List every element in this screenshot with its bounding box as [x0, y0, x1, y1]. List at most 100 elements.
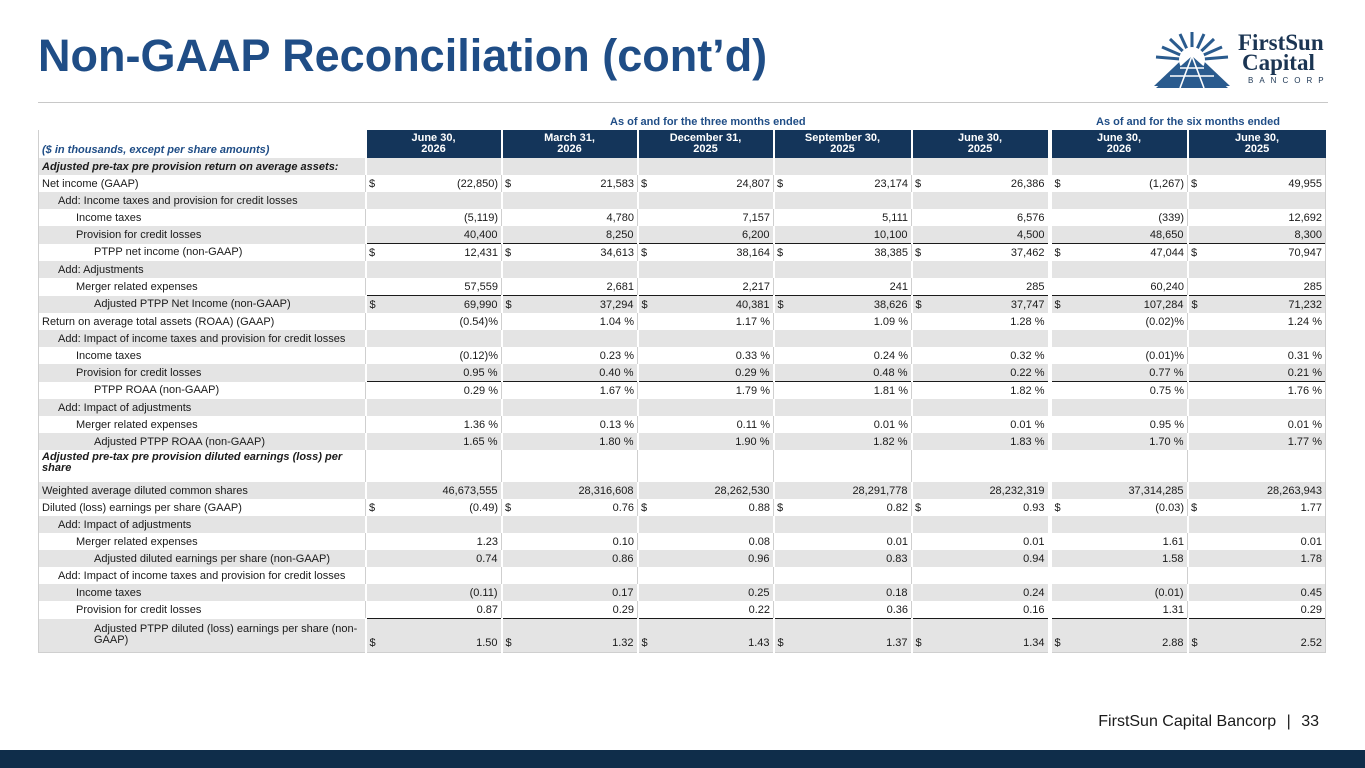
cell-value: 1.76 %	[1287, 384, 1322, 397]
currency-symbol: $	[641, 246, 648, 259]
table-row: Provision for credit losses 0.95 % 0.40 % 0…	[38, 364, 1326, 382]
cell-value: 0.74	[476, 552, 498, 565]
currency-symbol: $	[641, 298, 648, 311]
table-cell	[1047, 516, 1188, 533]
cell-value: 1.24 %	[1287, 315, 1322, 328]
table-cell: $34,613	[501, 243, 638, 261]
table-cell	[500, 516, 638, 533]
row-label: Diluted (loss) earnings per share (GAAP)	[38, 499, 366, 516]
cell-value: (339)	[1158, 211, 1184, 224]
table-cell: 1.82 %	[772, 433, 912, 450]
cell-value: 0.45	[1300, 586, 1322, 599]
cell-value: 1.31	[1162, 603, 1184, 616]
row-label: Provision for credit losses	[38, 364, 366, 382]
cell-value: 0.01	[886, 535, 908, 548]
sunburst-logo-icon	[1154, 32, 1230, 89]
currency-symbol: $	[369, 501, 376, 514]
table-cell	[773, 450, 912, 482]
table-cell: 0.48 %	[772, 364, 912, 382]
row-label: Net income (GAAP)	[38, 175, 366, 192]
cell-value: 37,747	[1010, 298, 1045, 311]
table-cell: (339)	[1047, 209, 1188, 226]
currency-symbol: $	[915, 177, 922, 190]
table-cell: $12,431	[365, 243, 502, 261]
cell-value: 4,780	[606, 211, 634, 224]
table-cell: 0.18	[772, 584, 912, 601]
reconciliation-table: ($ in thousands, except per share amount…	[38, 130, 1326, 653]
table-cell: $49,955	[1187, 175, 1326, 192]
table-cell: $0.93	[911, 499, 1050, 516]
cell-value: 1.43	[748, 637, 770, 649]
table-cell	[636, 399, 774, 416]
row-label: Adjusted pre-tax pre provision diluted e…	[38, 450, 366, 482]
cell-value: (0.03)	[1155, 501, 1184, 514]
cell-value: 8,300	[1294, 228, 1322, 241]
table-cell: $69,990	[364, 295, 502, 313]
table-row: Provision for credit losses 40,400 8,250 6,…	[38, 226, 1326, 244]
cell-value: 0.83	[886, 552, 908, 565]
cell-value: 1.23	[476, 535, 498, 548]
cell-value: 49,955	[1288, 177, 1322, 190]
cell-value: 5,111	[882, 211, 908, 224]
cell-value: 6,576	[1016, 211, 1045, 224]
cell-value: 34,613	[600, 246, 634, 259]
table-row: Income taxes (0.12)% 0.23 % 0.33 % 0.24 % 0.3…	[38, 347, 1326, 364]
row-label: PTPP net income (non-GAAP)	[38, 243, 366, 261]
table-cell	[637, 567, 774, 584]
table-cell	[500, 330, 638, 347]
logo-line2: Capital	[1242, 50, 1315, 75]
cell-value: 37,462	[1010, 246, 1045, 259]
row-label: Adjusted PTPP Net Income (non-GAAP)	[38, 295, 366, 313]
table-cell	[1047, 330, 1188, 347]
cell-value: 38,164	[736, 246, 770, 259]
cell-value: 2.88	[1162, 637, 1184, 649]
table-cell	[501, 567, 638, 584]
table-cell: $47,044	[1047, 243, 1188, 261]
table-cell: 57,559	[365, 278, 502, 296]
cell-value: 47,044	[1150, 246, 1184, 259]
cell-value: 28,291,778	[852, 484, 908, 497]
currency-symbol: $	[915, 501, 922, 514]
table-cell: 1.09 %	[773, 313, 912, 330]
row-label: Income taxes	[38, 584, 366, 601]
table-cell: (0.01)%	[1047, 347, 1188, 364]
page-footer: FirstSun Capital Bancorp | 33	[1098, 713, 1319, 731]
table-cell	[910, 261, 1050, 278]
company-logo: FirstSun Capital BANCORP	[1150, 26, 1330, 92]
table-cell	[500, 399, 638, 416]
currency-symbol: $	[1191, 637, 1198, 649]
table-cell	[1047, 261, 1188, 278]
cell-value: 0.01	[1300, 535, 1322, 548]
table-cell	[1186, 158, 1326, 175]
cell-value: 40,381	[735, 298, 770, 311]
table-cell: 1.80 %	[500, 433, 638, 450]
table-cell: 0.95 %	[1047, 416, 1188, 433]
row-label: Merger related expenses	[38, 278, 366, 296]
row-label: Weighted average diluted common shares	[38, 482, 366, 499]
table-cell: 1.78	[1186, 550, 1326, 567]
table-cell	[1186, 399, 1326, 416]
row-label: Return on average total assets (ROAA) (G…	[38, 313, 366, 330]
cell-value: (1,267)	[1149, 177, 1184, 190]
cell-value: 4,500	[1016, 228, 1045, 241]
table-row: PTPP net income (non-GAAP) $12,431 $34,613…	[38, 243, 1326, 261]
cell-value: 38,626	[873, 298, 908, 311]
table-cell: 1.82 %	[911, 381, 1050, 399]
row-label: Provision for credit losses	[38, 601, 366, 619]
row-label: Provision for credit losses	[38, 226, 366, 244]
cell-value: 7,157	[742, 211, 770, 224]
table-cell: 1.76 %	[1187, 381, 1326, 399]
table-cell	[364, 158, 502, 175]
table-cell: $2.88	[1047, 618, 1188, 653]
currency-symbol: $	[1191, 501, 1198, 514]
table-cell	[636, 158, 774, 175]
units-note: ($ in thousands, except per share amount…	[38, 130, 366, 158]
title-divider	[38, 102, 1328, 103]
table-cell: 28,316,608	[500, 482, 638, 499]
table-cell: $21,583	[501, 175, 638, 192]
table-row: Adjusted diluted earnings per share (non…	[38, 550, 1326, 567]
table-cell: 0.32 %	[911, 347, 1050, 364]
table-cell: 0.36	[773, 601, 912, 619]
table-cell: $ (1,267)	[1047, 175, 1188, 192]
table-cell	[1186, 261, 1326, 278]
